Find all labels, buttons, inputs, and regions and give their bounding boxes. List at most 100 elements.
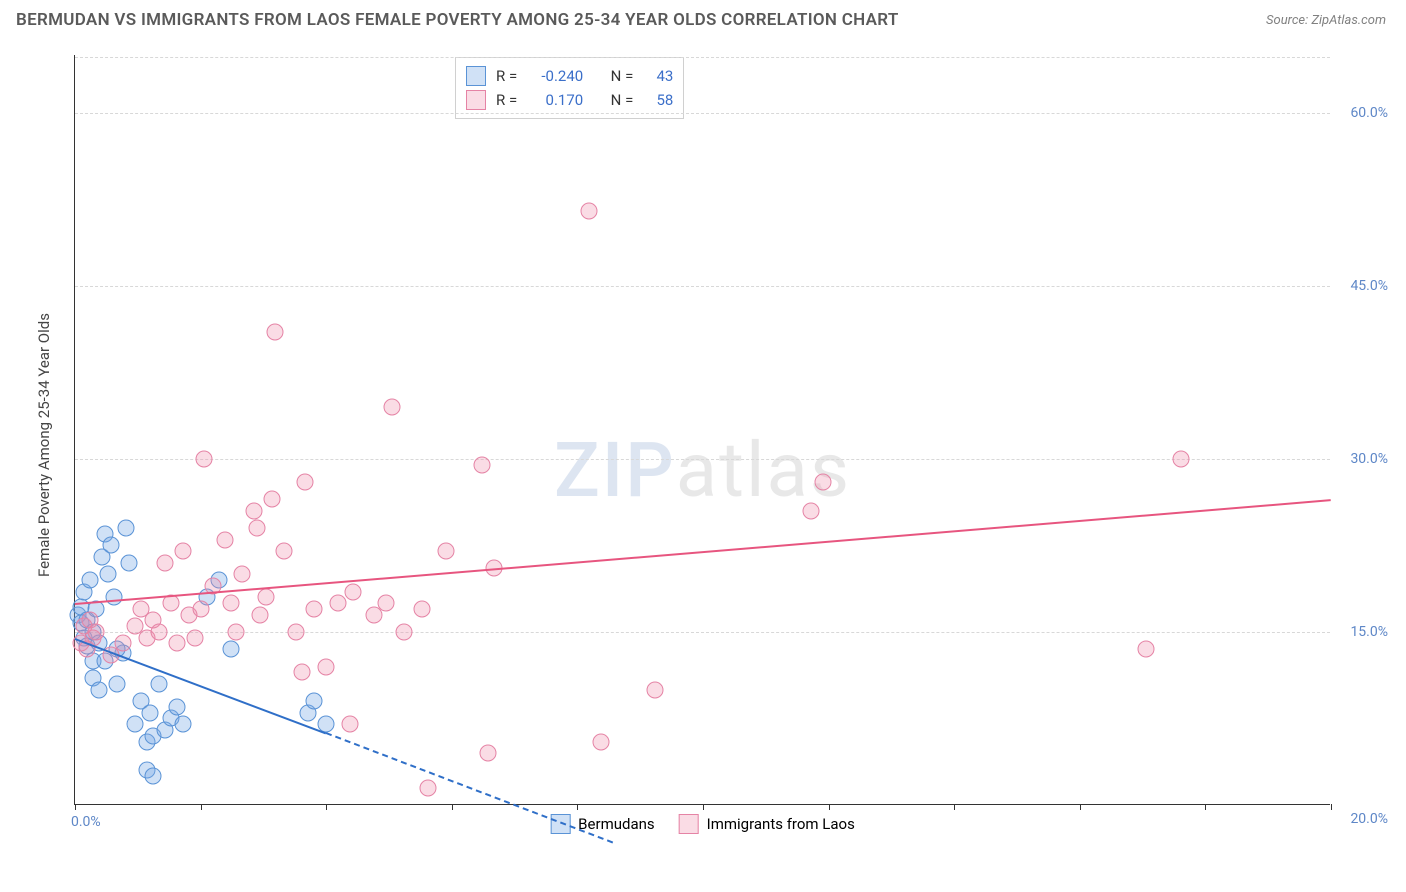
y-tick-label: 15.0% bbox=[1336, 624, 1388, 640]
trend-line bbox=[75, 499, 1331, 605]
data-point-laos bbox=[156, 554, 173, 571]
legend-label: Immigrants from Laos bbox=[707, 815, 855, 833]
source-prefix: Source: bbox=[1266, 13, 1311, 28]
r-value: -0.240 bbox=[527, 67, 583, 85]
y-tick-label: 30.0% bbox=[1336, 451, 1388, 467]
data-point-bermudans bbox=[168, 698, 185, 715]
info-row-laos: R = 0.170 N = 58 bbox=[466, 88, 673, 112]
data-point-laos bbox=[234, 566, 251, 583]
chart-title: BERMUDAN VS IMMIGRANTS FROM LAOS FEMALE … bbox=[16, 10, 899, 30]
data-point-bermudans bbox=[222, 641, 239, 658]
data-point-laos bbox=[413, 600, 430, 617]
n-label: N = bbox=[611, 91, 634, 109]
gridline bbox=[75, 286, 1330, 287]
x-tick bbox=[452, 804, 453, 810]
data-point-bermudans bbox=[105, 589, 122, 606]
y-tick-label: 45.0% bbox=[1336, 278, 1388, 294]
x-tick bbox=[1205, 804, 1206, 810]
x-tick bbox=[1331, 804, 1332, 810]
data-point-laos bbox=[294, 664, 311, 681]
data-point-laos bbox=[419, 779, 436, 796]
x-origin-label: 0.0% bbox=[71, 814, 101, 830]
data-point-bermudans bbox=[117, 520, 134, 537]
data-point-laos bbox=[222, 595, 239, 612]
data-point-laos bbox=[186, 629, 203, 646]
data-point-laos bbox=[249, 520, 266, 537]
data-point-laos bbox=[802, 502, 819, 519]
data-point-bermudans bbox=[126, 716, 143, 733]
data-point-laos bbox=[288, 623, 305, 640]
x-tick bbox=[703, 804, 704, 810]
data-point-laos bbox=[216, 531, 233, 548]
data-point-laos bbox=[395, 623, 412, 640]
data-point-laos bbox=[228, 623, 245, 640]
data-point-bermudans bbox=[150, 675, 167, 692]
plot-region: ZIPatlas R =-0.240 N =43R =0.170 N =58 B… bbox=[74, 55, 1330, 805]
legend-swatch-laos bbox=[679, 814, 699, 834]
r-label: R = bbox=[496, 67, 517, 85]
data-point-laos bbox=[342, 716, 359, 733]
data-point-bermudans bbox=[102, 537, 119, 554]
n-value: 43 bbox=[643, 67, 673, 85]
legend: Bermudans Immigrants from Laos bbox=[550, 814, 855, 834]
data-point-laos bbox=[473, 456, 490, 473]
r-label: R = bbox=[496, 91, 517, 109]
watermark: ZIPatlas bbox=[554, 425, 851, 515]
data-point-laos bbox=[306, 600, 323, 617]
n-label: N = bbox=[611, 67, 634, 85]
x-far-label: 20.0% bbox=[1336, 811, 1388, 827]
data-point-laos bbox=[383, 398, 400, 415]
data-point-laos bbox=[174, 543, 191, 560]
data-point-laos bbox=[581, 202, 598, 219]
watermark-zip: ZIP bbox=[554, 425, 676, 515]
data-point-laos bbox=[252, 606, 269, 623]
x-tick bbox=[954, 804, 955, 810]
data-point-bermudans bbox=[120, 554, 137, 571]
data-point-laos bbox=[378, 595, 395, 612]
legend-item-laos: Immigrants from Laos bbox=[679, 814, 855, 834]
data-point-bermudans bbox=[141, 704, 158, 721]
data-point-laos bbox=[297, 473, 314, 490]
data-point-laos bbox=[276, 543, 293, 560]
x-tick bbox=[75, 804, 76, 810]
r-value: 0.170 bbox=[527, 91, 583, 109]
y-tick-label: 60.0% bbox=[1336, 105, 1388, 121]
data-point-bermudans bbox=[306, 693, 323, 710]
data-point-laos bbox=[1137, 641, 1154, 658]
source-name: ZipAtlas.com bbox=[1311, 13, 1386, 28]
data-point-laos bbox=[267, 323, 284, 340]
data-point-laos bbox=[647, 681, 664, 698]
data-point-laos bbox=[168, 635, 185, 652]
swatch-laos bbox=[466, 90, 486, 110]
gridline bbox=[75, 57, 1330, 58]
data-point-bermudans bbox=[108, 675, 125, 692]
data-point-laos bbox=[264, 491, 281, 508]
x-tick bbox=[326, 804, 327, 810]
data-point-laos bbox=[437, 543, 454, 560]
data-point-laos bbox=[87, 623, 104, 640]
data-point-laos bbox=[330, 595, 347, 612]
data-point-laos bbox=[479, 745, 496, 762]
data-point-bermudans bbox=[81, 572, 98, 589]
x-tick bbox=[577, 804, 578, 810]
source-attribution: Source: ZipAtlas.com bbox=[1266, 13, 1386, 28]
n-value: 58 bbox=[643, 91, 673, 109]
legend-label: Bermudans bbox=[578, 815, 654, 833]
correlation-info-box: R = -0.240 N = 43 R = 0.170 N = 58 bbox=[455, 57, 684, 119]
data-point-laos bbox=[246, 502, 263, 519]
swatch-bermudans bbox=[466, 66, 486, 86]
data-point-laos bbox=[318, 658, 335, 675]
y-axis-label: Female Poverty Among 25-34 Year Olds bbox=[35, 313, 53, 577]
data-point-laos bbox=[195, 450, 212, 467]
x-tick bbox=[1080, 804, 1081, 810]
data-point-bermudans bbox=[144, 768, 161, 785]
x-tick bbox=[201, 804, 202, 810]
data-point-laos bbox=[814, 473, 831, 490]
trend-line-dashed bbox=[326, 732, 614, 843]
gridline bbox=[75, 459, 1330, 460]
data-point-bermudans bbox=[90, 681, 107, 698]
data-point-laos bbox=[345, 583, 362, 600]
data-point-laos bbox=[258, 589, 275, 606]
gridline bbox=[75, 632, 1330, 633]
watermark-atlas: atlas bbox=[676, 425, 851, 515]
